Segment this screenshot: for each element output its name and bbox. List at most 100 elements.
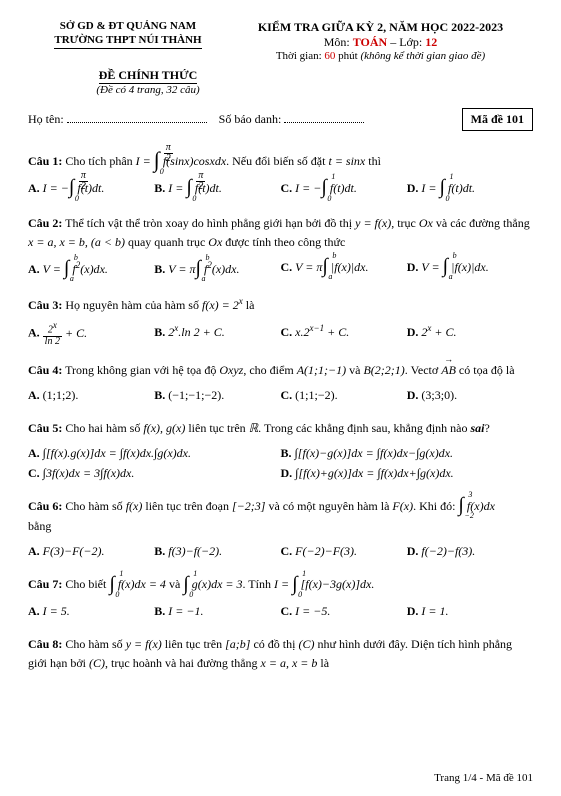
q2-optD: D. V = b∫a |f(x)|dx. (407, 258, 533, 280)
q3-optB: B. 2x.ln 2 + C. (154, 321, 280, 346)
q6-text-c: và có một nguyên hàm là (265, 499, 392, 513)
question-4: Câu 4: Trong không gian với hệ tọa độ Ox… (28, 361, 533, 405)
q2-options: A. V = b∫a f2(x)dx. B. V = πb∫a f2(x)dx.… (28, 258, 533, 280)
q6-text-a: Cho hàm số (62, 499, 125, 513)
q4-text-d: . Vectơ (405, 363, 441, 377)
q8-text-c: có đồ thị (250, 637, 298, 651)
content: Câu 1: Cho tích phân I = π2∫0 f(sinx)cos… (28, 151, 533, 673)
q4-A: A. (28, 388, 40, 402)
q3-D: D. (407, 325, 419, 339)
q1-B: B. (154, 181, 165, 195)
q8-label: Câu 8: (28, 637, 62, 651)
q1-A: A. (28, 181, 40, 195)
id-dots (284, 113, 364, 123)
q6-text-b: liên tục trên đoạn (142, 499, 232, 513)
id-label: Số báo danh: (219, 112, 285, 126)
q3-options: A. 2xln 2 + C. B. 2x.ln 2 + C. C. x.2x−1… (28, 321, 533, 346)
q1-text-c: thì (365, 154, 381, 168)
time-note: (không kể thời gian giao đề) (360, 50, 485, 62)
q1-optC: C. I = −1∫0 f(t)dt. (281, 179, 407, 199)
q1-C: C. (281, 181, 293, 195)
official-title: ĐỀ CHÍNH THỨC (99, 68, 198, 84)
page-footer: Trang 1/4 - Mã đề 101 (434, 772, 533, 784)
q7-C-val: I = −5. (295, 604, 330, 618)
q6-bang: bằng (28, 519, 51, 533)
q7-B: B. (154, 604, 165, 618)
q7-text-b: và (166, 577, 183, 591)
official-block: ĐỀ CHÍNH THỨC (Đề có 4 trang, 32 câu) (48, 68, 248, 96)
q5-A: A. (28, 446, 40, 460)
header-right: KIỂM TRA GIỮA KỲ 2, NĂM HỌC 2022-2023 Mô… (228, 20, 533, 62)
q5-optB: B. ∫[f(x)−g(x)]dx = ∫f(x)dx−∫g(x)dx. (281, 444, 534, 463)
q4-text-e: có tọa độ là (456, 363, 515, 377)
q5-text-a: Cho hai hàm số (62, 421, 143, 435)
q4-C-val: (1;1;−2). (295, 388, 337, 402)
q7-D: D. (407, 604, 419, 618)
q7-A: A. (28, 604, 40, 618)
subject-line: Môn: TOÁN – Lớp: 12 (228, 35, 533, 50)
name-label: Họ tên: (28, 112, 67, 126)
q2-text-d: quay quanh trục (125, 235, 208, 249)
q4-optC: C. (1;1;−2). (281, 386, 407, 405)
q2-label: Câu 2: (28, 216, 62, 230)
q3-A: A. (28, 326, 40, 340)
q4-text-c: và (346, 363, 363, 377)
q4-B-val: (−1;−1;−2). (168, 388, 224, 402)
q6-optB: B. f(3)−f(−2). (154, 542, 280, 561)
exam-title: KIỂM TRA GIỮA KỲ 2, NĂM HỌC 2022-2023 (228, 20, 533, 35)
q5-q: ? (485, 421, 490, 435)
q1-text-b: . Nếu đổi biến số đặt (226, 154, 328, 168)
q7-optA: A. I = 5. (28, 602, 154, 621)
time-line: Thời gian: 60 phút (không kể thời gian g… (228, 50, 533, 62)
q2-optB: B. V = πb∫a f2(x)dx. (154, 258, 280, 280)
page: SỞ GD & ĐT QUẢNG NAM TRƯỜNG THPT NÚI THÀ… (0, 0, 561, 796)
q6-D-val: f(−2)−f(3). (421, 544, 475, 558)
q5-B: B. (281, 446, 292, 460)
q2-text-b: , trục (391, 216, 419, 230)
org-top: SỞ GD & ĐT QUẢNG NAM (28, 20, 228, 32)
question-1: Câu 1: Cho tích phân I = π2∫0 f(sinx)cos… (28, 151, 533, 200)
q2-text-c: và các đường thẳng (433, 216, 530, 230)
time-suffix: phút (335, 50, 360, 62)
q3-label: Câu 3: (28, 298, 62, 312)
q4-text-b: , cho điểm (243, 363, 296, 377)
question-2: Câu 2: Thể tích vật thể tròn xoay do hìn… (28, 214, 533, 281)
q2-A: A. (28, 262, 40, 276)
question-8: Câu 8: Cho hàm số y = f(x) liên tục trên… (28, 635, 533, 673)
q6-optA: A. F(3)−F(−2). (28, 542, 154, 561)
q4-optA: A. (1;1;2). (28, 386, 154, 405)
q7-D-val: I = 1. (421, 604, 448, 618)
q4-options: A. (1;1;2). B. (−1;−1;−2). C. (1;1;−2). … (28, 386, 533, 405)
q4-B: B. (154, 388, 165, 402)
q7-optD: D. I = 1. (407, 602, 533, 621)
q1-text-a: Cho tích phân (62, 154, 135, 168)
q2-optA: A. V = b∫a f2(x)dx. (28, 258, 154, 280)
name-field: Họ tên: Số báo danh: (28, 112, 364, 127)
q3-optD: D. 2x + C. (407, 321, 533, 346)
q8-text-e: giới hạn bởi (28, 656, 89, 670)
q8-text-a: Cho hàm số (62, 637, 125, 651)
q5-C: C. (28, 466, 40, 480)
q6-C-val: F(−2)−F(3). (295, 544, 357, 558)
q7-text-c: . Tính (243, 577, 274, 591)
subject-grade: 12 (425, 35, 437, 49)
q2-B: B. (154, 262, 165, 276)
q2-D: D. (407, 260, 419, 274)
question-3: Câu 3: Họ nguyên hàm của hàm số f(x) = 2… (28, 294, 533, 347)
question-5: Câu 5: Cho hai hàm số f(x), g(x) liên tụ… (28, 419, 533, 483)
q8-text-d: như hình dưới đây. Diện tích hình phẳng (314, 637, 512, 651)
q1-optA: A. I = −π2∫0 f(t)dt. (28, 179, 154, 199)
q5-optC: C. ∫3f(x)dx = 3∫f(x)dx. (28, 464, 281, 483)
q3-optA: A. 2xln 2 + C. (28, 321, 154, 346)
q3-text2: là (243, 298, 255, 312)
q7-optB: B. I = −1. (154, 602, 280, 621)
q3-text: Họ nguyên hàm của hàm số (62, 298, 202, 312)
q3-optC: C. x.2x−1 + C. (281, 321, 407, 346)
time-min: 60 (324, 50, 335, 62)
q6-A-val: F(3)−F(−2). (43, 544, 105, 558)
q6-D: D. (407, 544, 419, 558)
q8-text-b: liên tục trên (162, 637, 225, 651)
q4-label: Câu 4: (28, 363, 62, 377)
q1-formula: I = π2∫0 f(sinx)cosxdx (136, 154, 226, 168)
q6-optD: D. f(−2)−f(3). (407, 542, 533, 561)
